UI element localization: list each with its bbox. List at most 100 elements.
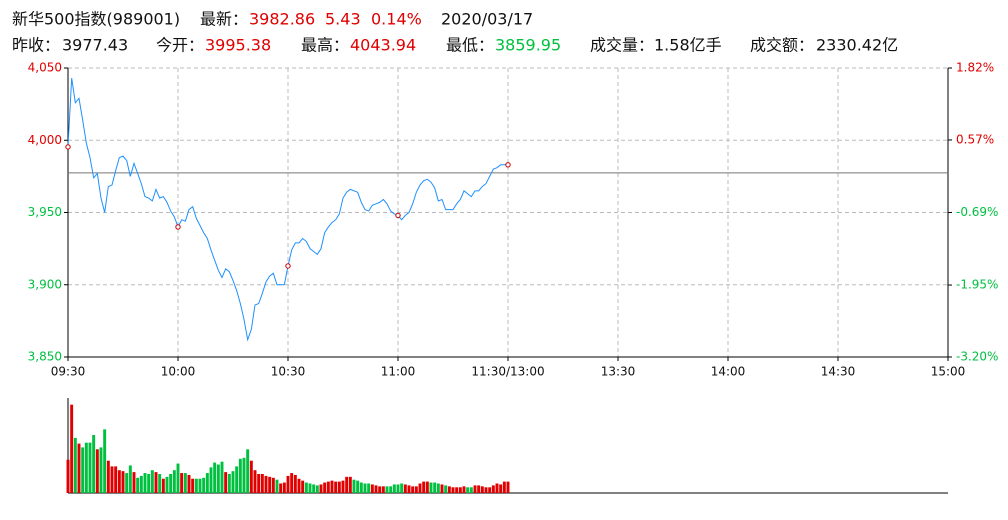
volume-bar [381,486,385,493]
point-marker [175,224,181,230]
volume-bar [114,466,118,493]
x-tick-label: 11:00 [381,365,416,379]
volume-bar [154,472,158,493]
volume-bar [77,443,81,493]
volume-bar [227,474,231,493]
volume-bar [183,473,187,493]
volume-bar [271,477,275,493]
stat-value: 3977.43 [62,36,128,55]
volume-bar [301,480,305,493]
volume-bar [253,470,257,493]
volume-bar [194,478,198,493]
volume-bar [125,473,129,493]
volume-bar [433,482,437,493]
point-marker [505,162,511,168]
x-tick-label: 10:30 [271,365,306,379]
latest: 3982.86 [249,10,315,29]
latest-label: 最新： [200,10,248,29]
volume-bar [88,442,92,493]
stat-value: 3995.38 [205,36,271,55]
volume-bar [422,481,426,493]
volume-bar [477,485,481,493]
volume-bar [198,478,202,493]
volume-bar [323,482,327,493]
volume-bar [374,485,378,493]
x-tick-label: 13:30 [601,365,636,379]
stat-label: 成交额： [750,36,814,55]
volume-bar [128,465,132,493]
volume-bar [286,475,290,493]
volume-bar [462,486,466,493]
volume-bar [378,486,382,493]
volume-bar [499,484,503,493]
point-marker [65,144,71,150]
volume-bar [213,462,217,493]
volume-bar [403,484,407,493]
y-tick-label: 4,000 [28,133,62,147]
x-tick-label: 14:00 [711,365,746,379]
volume-bar [491,485,495,493]
volume-bar [99,447,103,493]
volume-bar [147,474,151,493]
volume-bar [246,449,250,493]
volume-bar [231,471,235,493]
volume-bar [106,460,110,493]
volume-bar [224,472,228,493]
point-marker [285,263,291,269]
volume-bar [103,429,107,493]
volume-bar [304,482,308,493]
volume-bar [469,487,473,493]
x-tick-label: 10:00 [161,365,196,379]
volume-bar [110,466,114,493]
volume-bar [389,486,393,493]
y2-tick-label: 0.57% [956,132,994,146]
volume-bar [136,477,140,493]
volume-bar [117,470,121,493]
y2-tick-label: -0.69% [956,205,998,219]
date: 2020/03/17 [441,10,533,29]
volume-bar [315,485,319,493]
volume-bar [352,479,356,493]
volume-bar [488,487,492,493]
volume-bar [279,483,283,493]
volume-bar [161,478,165,493]
stat-value: 3859.95 [495,36,561,55]
index-name: 新华500指数(989001) [12,10,180,29]
volume-bar [92,435,96,493]
volume-bar [495,483,499,493]
volume-bar [363,483,367,493]
volume-bar [348,476,352,493]
volume-bar [414,486,418,493]
volume-bar [334,481,338,493]
volume-bar [436,483,440,493]
volume-bar [191,478,195,493]
y2-tick-label: -3.20% [956,350,998,364]
volume-bar [451,487,455,493]
y2-tick-label: 1.82% [956,61,994,75]
volume-bar [400,483,404,493]
volume-bar [293,474,297,493]
point-marker [395,212,401,219]
volume-bar [502,481,506,493]
stat-label: 成交量： [590,36,654,55]
volume-bar [260,474,264,493]
volume-bar [202,477,206,493]
x-tick-label: 11:30/13:00 [471,365,544,379]
volume-bar [392,484,396,493]
volume-bar [70,404,74,493]
volume-bar [367,483,371,493]
volume-bar [506,481,510,493]
y2-tick-label: -1.95% [956,278,998,292]
volume-bar [249,460,253,493]
change: 5.43 [325,10,361,29]
y-tick-label: 4,050 [28,61,62,75]
stat-value: 2330.42亿 [816,36,898,55]
volume-bar [396,484,400,493]
volume-bar [220,461,224,493]
volume-bar [150,470,154,493]
volume-bar [257,474,261,493]
volume-bar [205,473,209,493]
volume-bar [132,472,136,493]
